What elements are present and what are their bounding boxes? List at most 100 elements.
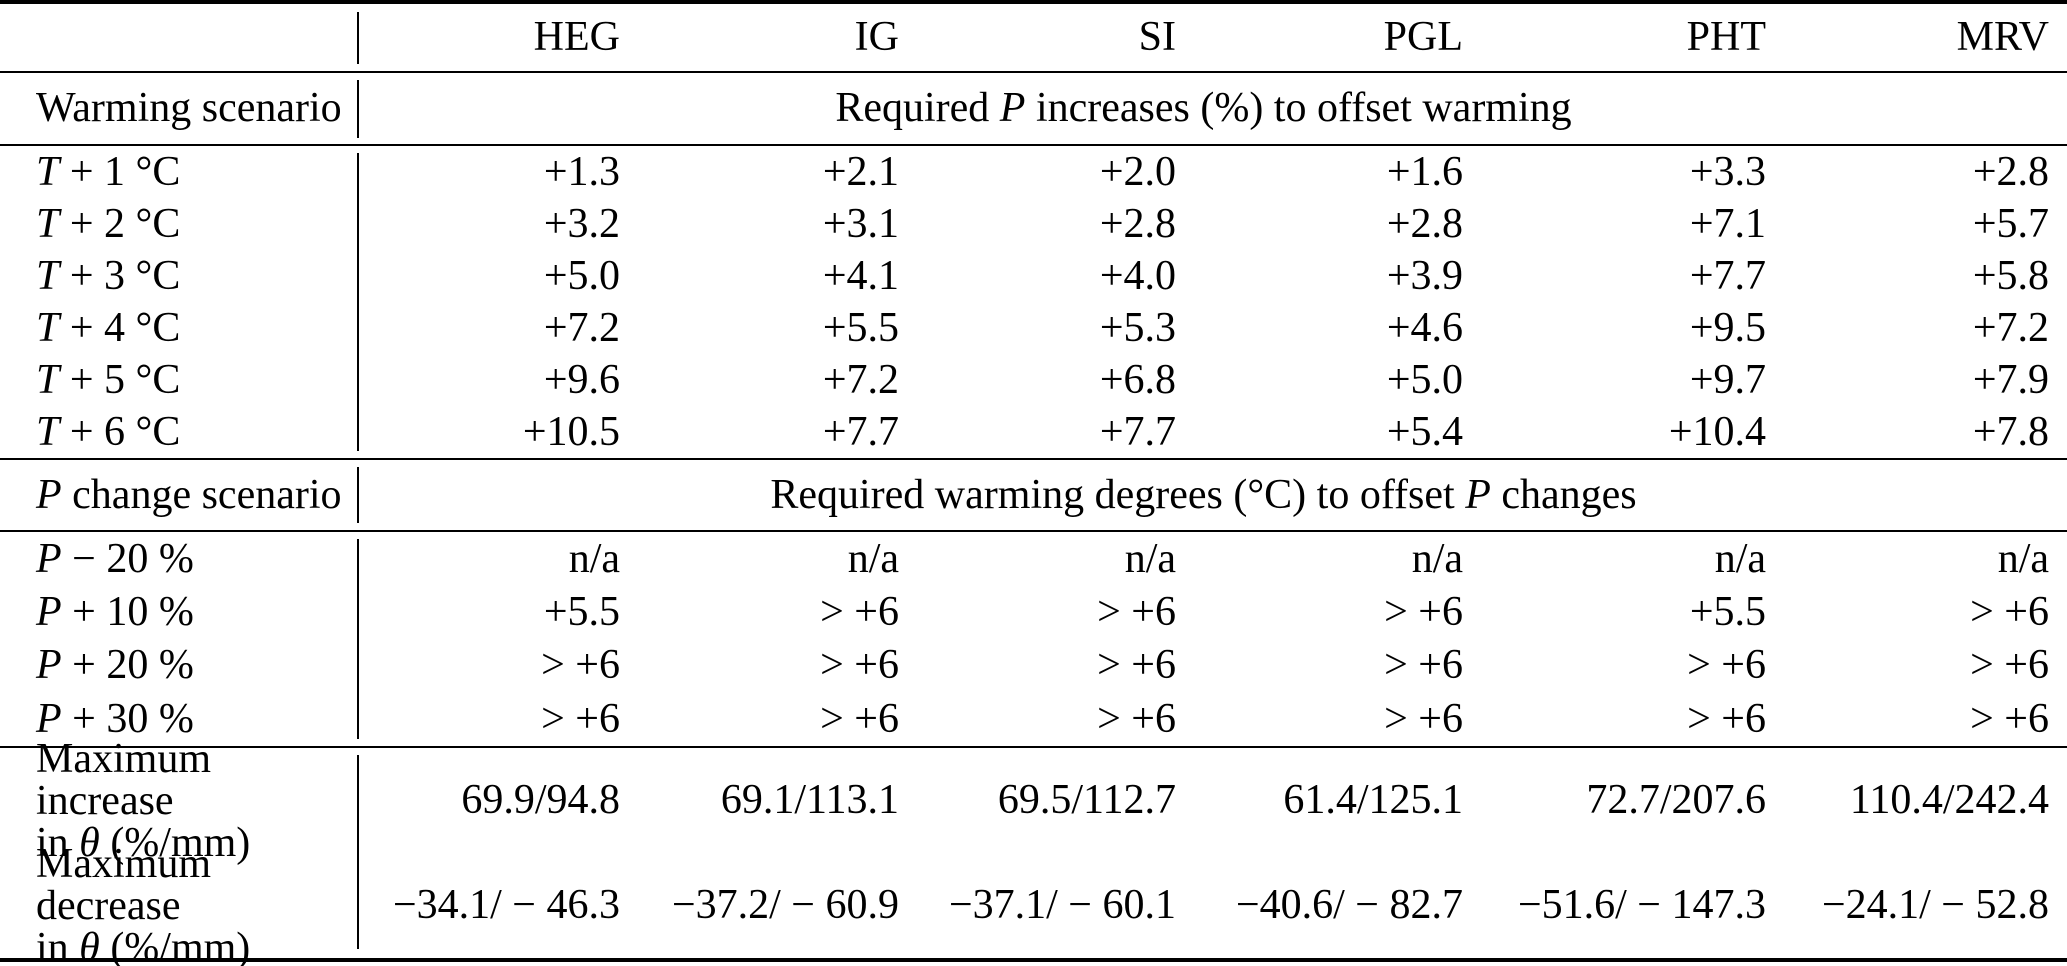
row-label: T + 6 °C xyxy=(36,408,181,455)
column-divider xyxy=(357,12,359,64)
value-cell: > +6 xyxy=(1097,589,1176,636)
horizontal-rule xyxy=(0,144,2067,146)
value-cell: +7.8 xyxy=(1972,408,2049,455)
value-cell: +3.3 xyxy=(1689,148,1766,195)
header-row: HEG IG SI PGL PHT MRV xyxy=(0,4,2067,71)
value-cell: +5.4 xyxy=(1386,408,1463,455)
value-cell: n/a xyxy=(1411,535,1463,582)
value-cell: 61.4/125.1 xyxy=(1283,777,1463,824)
value-cell: −24.1/ − 52.8 xyxy=(1821,882,2049,929)
value-cell: +1.6 xyxy=(1386,148,1463,195)
variable-p: P xyxy=(36,535,62,582)
column-divider xyxy=(357,153,359,451)
value-cell: > +6 xyxy=(820,589,899,636)
value-cell: 72.7/207.6 xyxy=(1586,777,1766,824)
variable-t: T xyxy=(36,252,60,299)
pchange-section-header-row: P change scenario Required warming degre… xyxy=(0,460,2067,530)
table-row-t5: T + 5 °C +9.6 +7.2 +6.8 +5.0 +9.7 +7.9 xyxy=(0,354,2067,406)
value-cell: 69.9/94.8 xyxy=(461,777,620,824)
value-cell: +2.8 xyxy=(1386,200,1463,247)
value-cell: +5.5 xyxy=(543,589,620,636)
value-cell: +7.9 xyxy=(1972,356,2049,403)
value-cell: n/a xyxy=(1997,535,2049,582)
value-cell: > +6 xyxy=(1384,589,1463,636)
value-cell: n/a xyxy=(847,535,899,582)
section-label: Warming scenario xyxy=(36,85,342,132)
value-cell: > +6 xyxy=(1970,642,2049,689)
table-row-p-plus30: P + 30 % > +6 > +6 > +6 > +6 > +6 > +6 xyxy=(0,692,2067,746)
variable-p: P xyxy=(36,589,62,636)
value-cell: +2.1 xyxy=(822,148,899,195)
value-cell: n/a xyxy=(1124,535,1176,582)
row-label: T + 4 °C xyxy=(36,304,181,351)
top-rule xyxy=(0,0,2067,4)
value-cell: > +6 xyxy=(820,695,899,742)
value-cell: +7.7 xyxy=(822,408,899,455)
value-cell: > +6 xyxy=(1097,642,1176,689)
value-cell: +5.7 xyxy=(1972,200,2049,247)
value-cell: +7.2 xyxy=(543,304,620,351)
variable-p: P xyxy=(36,471,62,518)
value-cell: > +6 xyxy=(541,695,620,742)
table-row-t6: T + 6 °C +10.5 +7.7 +7.7 +5.4 +10.4 +7.8 xyxy=(0,406,2067,458)
value-cell: +5.3 xyxy=(1099,304,1176,351)
section-title: Required P increases (%) to offset warmi… xyxy=(835,85,1572,132)
column-header-pgl: PGL xyxy=(1383,14,1463,61)
row-label: T + 5 °C xyxy=(36,356,181,403)
value-cell: +2.8 xyxy=(1099,200,1176,247)
column-header-ig: IG xyxy=(854,14,899,61)
value-cell: +7.7 xyxy=(1099,408,1176,455)
variable-t: T xyxy=(36,304,60,351)
value-cell: +9.6 xyxy=(543,356,620,403)
value-cell: > +6 xyxy=(1384,695,1463,742)
variable-p: P xyxy=(999,85,1026,132)
value-cell: −40.6/ − 82.7 xyxy=(1235,882,1463,929)
row-label: P − 20 % xyxy=(36,535,194,582)
value-cell: −37.1/ − 60.1 xyxy=(948,882,1176,929)
table-row-t2: T + 2 °C +3.2 +3.1 +2.8 +2.8 +7.1 +5.7 xyxy=(0,198,2067,250)
variable-theta: θ xyxy=(79,819,100,866)
value-cell: +5.8 xyxy=(1972,252,2049,299)
value-cell: +4.1 xyxy=(822,252,899,299)
value-cell: > +6 xyxy=(1687,695,1766,742)
value-cell: 110.4/242.4 xyxy=(1849,777,2049,824)
value-cell: +4.0 xyxy=(1099,252,1176,299)
value-cell: 69.1/113.1 xyxy=(720,777,899,824)
value-cell: n/a xyxy=(1714,535,1766,582)
table-row-max-increase: Maximum increase in θ (%/mm) 69.9/94.8 6… xyxy=(0,738,2067,864)
value-cell: +5.5 xyxy=(1689,589,1766,636)
value-cell: +3.2 xyxy=(543,200,620,247)
column-divider xyxy=(357,539,359,739)
table-row-t1: T + 1 °C +1.3 +2.1 +2.0 +1.6 +3.3 +2.8 xyxy=(0,146,2067,198)
value-cell: +3.9 xyxy=(1386,252,1463,299)
value-cell: +7.2 xyxy=(822,356,899,403)
row-label: P + 30 % xyxy=(36,695,194,742)
table-row-p-plus20: P + 20 % > +6 > +6 > +6 > +6 > +6 > +6 xyxy=(0,639,2067,692)
value-cell: n/a xyxy=(568,535,620,582)
column-header-pht: PHT xyxy=(1686,14,1766,61)
variable-t: T xyxy=(36,200,60,247)
column-divider xyxy=(357,467,359,523)
value-cell: +9.5 xyxy=(1689,304,1766,351)
column-header-mrv: MRV xyxy=(1956,14,2049,61)
column-divider xyxy=(357,755,359,949)
variable-t: T xyxy=(36,408,60,455)
variable-t: T xyxy=(36,148,60,195)
row-label: T + 2 °C xyxy=(36,200,181,247)
variable-p: P xyxy=(36,642,62,689)
value-cell: +5.0 xyxy=(543,252,620,299)
value-cell: > +6 xyxy=(1970,695,2049,742)
value-cell: > +6 xyxy=(541,642,620,689)
value-cell: 69.5/112.7 xyxy=(997,777,1176,824)
variable-t: T xyxy=(36,356,60,403)
bottom-rule xyxy=(0,958,2067,962)
variable-p: P xyxy=(36,695,62,742)
value-cell: −51.6/ − 147.3 xyxy=(1517,882,1766,929)
value-cell: +10.5 xyxy=(522,408,620,455)
value-cell: +5.0 xyxy=(1386,356,1463,403)
row-label: T + 1 °C xyxy=(36,148,181,195)
value-cell: +3.1 xyxy=(822,200,899,247)
table-row-p-minus20: P − 20 % n/a n/a n/a n/a n/a n/a xyxy=(0,532,2067,586)
value-cell: −37.2/ − 60.9 xyxy=(671,882,899,929)
